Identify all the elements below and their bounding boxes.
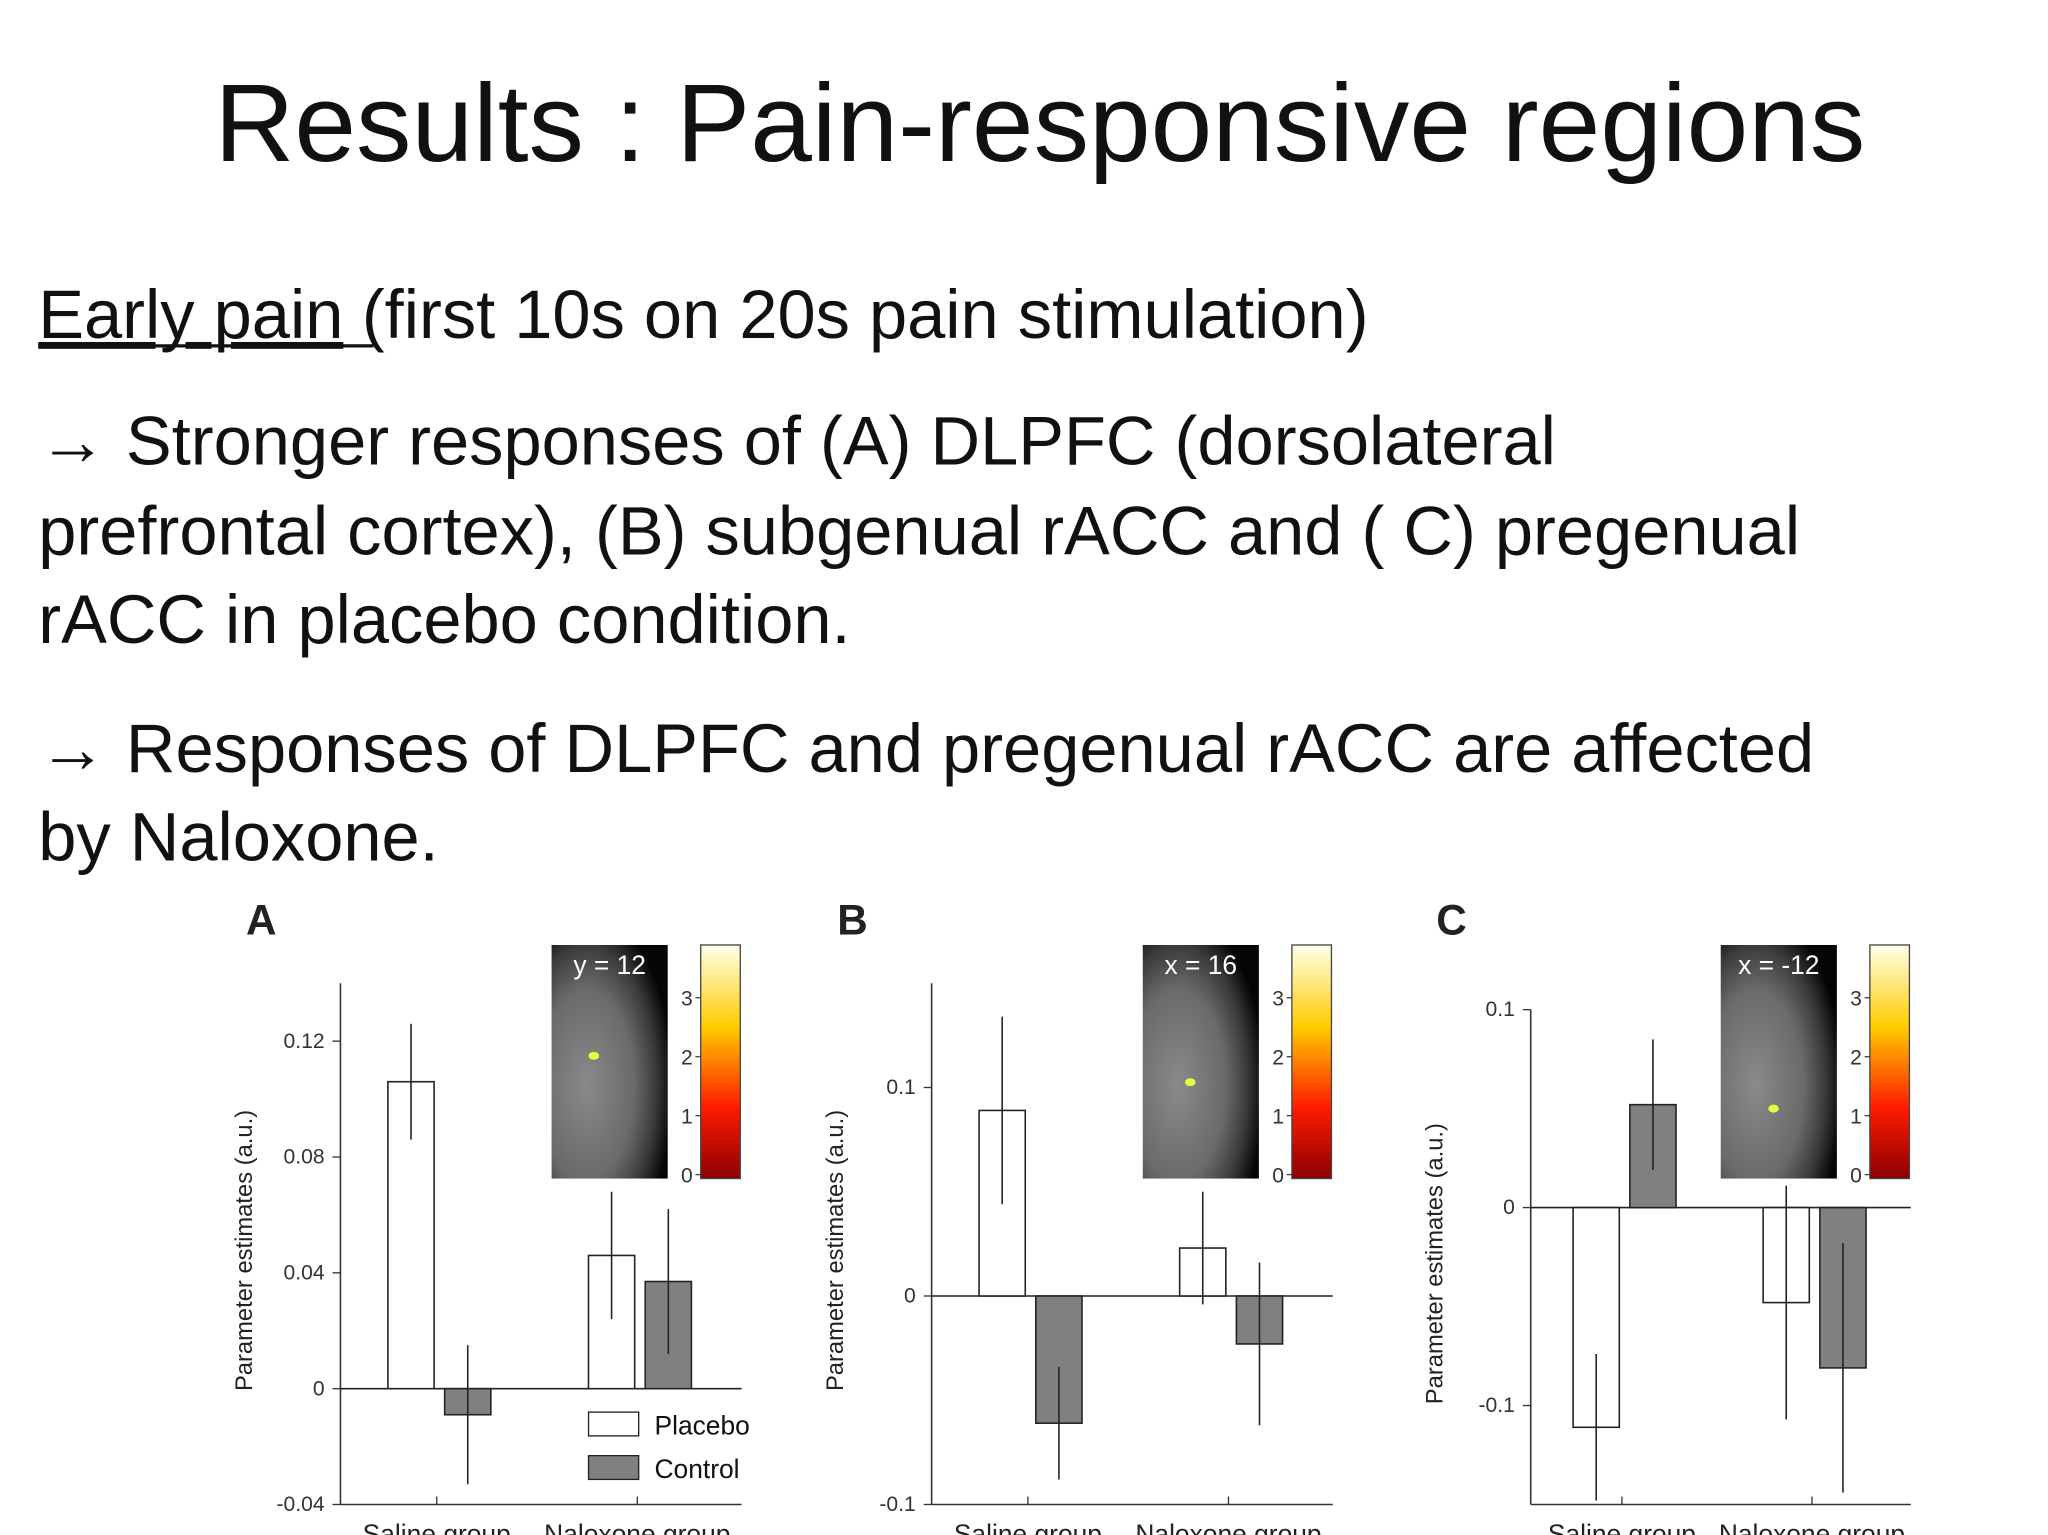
bullet-line: prefrontal cortex), (B) subgenual rACC a… <box>38 492 1800 569</box>
legend-swatch <box>587 1455 640 1481</box>
colorbar-tick-label: 1 <box>1850 1106 1862 1129</box>
y-tick-label: 0.12 <box>284 1030 325 1053</box>
y-tick-label: 0.04 <box>284 1261 325 1284</box>
panel-label: C <box>1436 896 1467 943</box>
y-tick-label: 0.08 <box>284 1146 325 1169</box>
colorbar <box>700 944 741 1180</box>
panel-label: A <box>246 896 277 943</box>
y-tick-label: 0 <box>1503 1196 1515 1219</box>
bullet-line: → Responses of DLPFC and pregenual rACC … <box>38 710 1814 787</box>
colorbar-tick-label: 2 <box>1272 1047 1284 1070</box>
colorbar-tick-label: 3 <box>1272 988 1284 1011</box>
y-tick-label: 0.1 <box>1486 998 1515 1021</box>
inset-label: x = -12 <box>1738 950 1819 980</box>
x-tick-label: Naloxone group <box>1135 1519 1321 1535</box>
y-tick-label: 0 <box>904 1285 916 1308</box>
colorbar <box>1869 944 1911 1180</box>
x-tick-label: Naloxone group <box>544 1519 730 1535</box>
colorbar-tick-label: 1 <box>681 1106 693 1129</box>
colorbar-tick-label: 1 <box>1272 1106 1284 1129</box>
subheading: Early pain (first 10s on 20s pain stimula… <box>38 276 1368 353</box>
charts: A Parameter estimates (a.u.) -0.04 0 0.04 0.0… <box>231 896 1911 1535</box>
brain-image <box>1142 944 1259 1179</box>
brain-image <box>551 944 668 1179</box>
bullet-line: by Naloxone. <box>38 799 438 876</box>
y-tick-label: 0 <box>313 1377 325 1400</box>
bullets: → Stronger responses of (A) DLPFC (dorso… <box>38 403 1814 876</box>
panel-label: B <box>837 896 868 943</box>
bullet-line: → Stronger responses of (A) DLPFC (dorso… <box>38 403 1556 480</box>
y-tick-label: -0.1 <box>879 1493 915 1516</box>
colorbar-tick-label: 0 <box>1272 1165 1284 1188</box>
activation <box>1768 1104 1779 1113</box>
inset-label: y = 12 <box>573 950 646 980</box>
x-tick-label: Saline group <box>1548 1519 1696 1535</box>
brain-image <box>1720 944 1837 1179</box>
slide-title: Results : Pain-responsive regions <box>214 62 1865 185</box>
y-tick-label: 0.1 <box>886 1076 915 1099</box>
x-tick-label: Saline group <box>363 1519 511 1535</box>
x-tick-label: Saline group <box>954 1519 1102 1535</box>
colorbar-tick-label: 0 <box>1850 1165 1862 1188</box>
legend-label: Placebo <box>655 1411 750 1441</box>
colorbar-tick-label: 3 <box>681 988 693 1011</box>
x-tick-label: Naloxone group <box>1719 1519 1905 1535</box>
y-axis-label: Parameter estimates (a.u.) <box>231 1110 258 1391</box>
legend-label: Control <box>655 1454 740 1484</box>
activation <box>1184 1078 1196 1087</box>
activation <box>588 1051 600 1060</box>
y-axis-label: Parameter estimates (a.u.) <box>822 1110 849 1391</box>
colorbar-tick-label: 2 <box>681 1047 693 1070</box>
bullet-line: rACC in placebo condition. <box>38 581 850 658</box>
colorbar-tick-label: 0 <box>681 1165 693 1188</box>
subheading-rest: (first 10s on 20s pain stimulation) <box>362 276 1369 353</box>
colorbar <box>1291 944 1333 1180</box>
colorbar-tick-label: 2 <box>1850 1047 1862 1070</box>
y-axis-label: Parameter estimates (a.u.) <box>1421 1123 1448 1404</box>
subheading-underlined: Early pain <box>38 276 343 353</box>
y-tick-label: -0.04 <box>276 1493 324 1516</box>
legend-swatch <box>587 1411 640 1437</box>
colorbar-tick-label: 3 <box>1850 988 1862 1011</box>
y-tick-label: -0.1 <box>1479 1394 1515 1417</box>
inset-label: x = 16 <box>1165 950 1238 980</box>
